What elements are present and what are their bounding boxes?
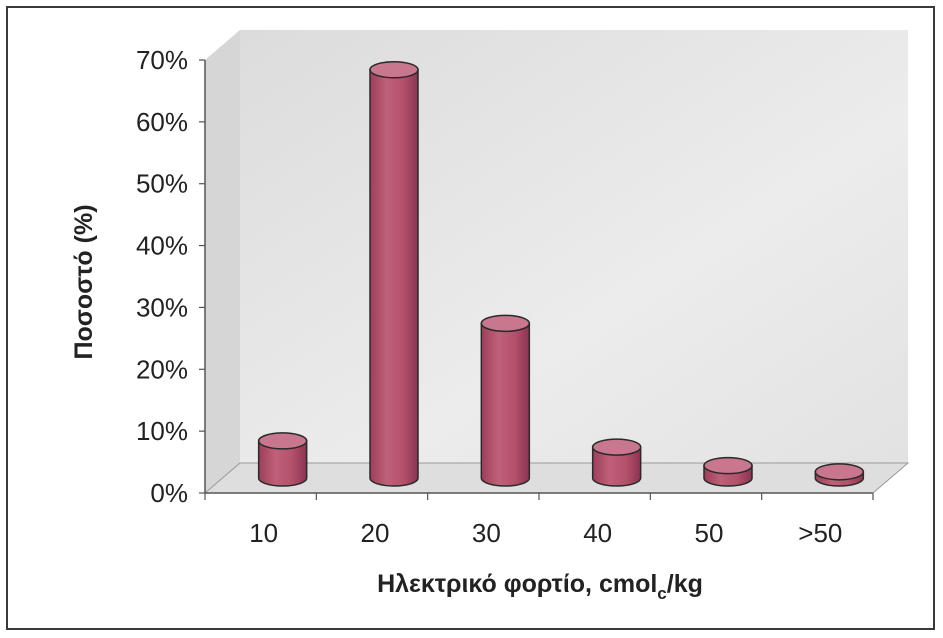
x-axis-title: Ηλεκτρικό φορτίο, cmolc/kg	[377, 570, 703, 603]
chart-back-wall	[240, 30, 908, 463]
bar-top	[369, 60, 419, 79]
x-axis-title-subscript: c	[657, 584, 666, 603]
y-tick-label: 40%	[136, 231, 188, 261]
y-tick-label: 60%	[136, 107, 188, 137]
bar-50	[703, 456, 753, 487]
bar->50	[814, 463, 865, 487]
bar-body	[591, 446, 642, 487]
bar-20	[369, 60, 419, 487]
y-tick-label: 50%	[136, 169, 188, 199]
y-tick-label: 0%	[150, 478, 188, 508]
bar-body	[480, 322, 531, 487]
bar-body	[369, 68, 419, 487]
chart-side-wall	[205, 30, 240, 493]
y-axis-title: Ποσοστό (%)	[70, 204, 98, 359]
x-axis-title-suffix: /kg	[667, 570, 703, 598]
x-axis-ticks: 10 20 30 40 50 >50	[204, 493, 874, 548]
bar-top	[257, 432, 308, 450]
bar-40	[591, 438, 642, 487]
bar-top	[814, 463, 865, 481]
y-tick-label: 20%	[136, 354, 188, 384]
x-tick-label: 40	[583, 518, 612, 548]
bars-group	[257, 60, 865, 487]
y-tick-label: 70%	[136, 45, 188, 75]
y-axis-ticks: 0% 10% 20% 30% 40% 50% 60% 70%	[136, 45, 205, 508]
chart-floor	[203, 462, 910, 494]
x-tick-label: 20	[361, 518, 390, 548]
bar-body	[257, 440, 308, 487]
y-tick-label: 10%	[136, 416, 188, 446]
y-tick-label: 30%	[136, 292, 188, 322]
bar-top	[480, 314, 531, 333]
bar-top	[591, 438, 642, 456]
x-tick-label: >50	[798, 518, 842, 548]
bar-30	[480, 314, 531, 487]
bar-10	[257, 432, 308, 487]
x-tick-label: 50	[695, 518, 724, 548]
x-tick-label: 10	[249, 518, 278, 548]
x-tick-label: 30	[472, 518, 501, 548]
x-axis-title-main: Ηλεκτρικό φορτίο, cmol	[377, 570, 657, 598]
bar-top	[703, 456, 753, 475]
